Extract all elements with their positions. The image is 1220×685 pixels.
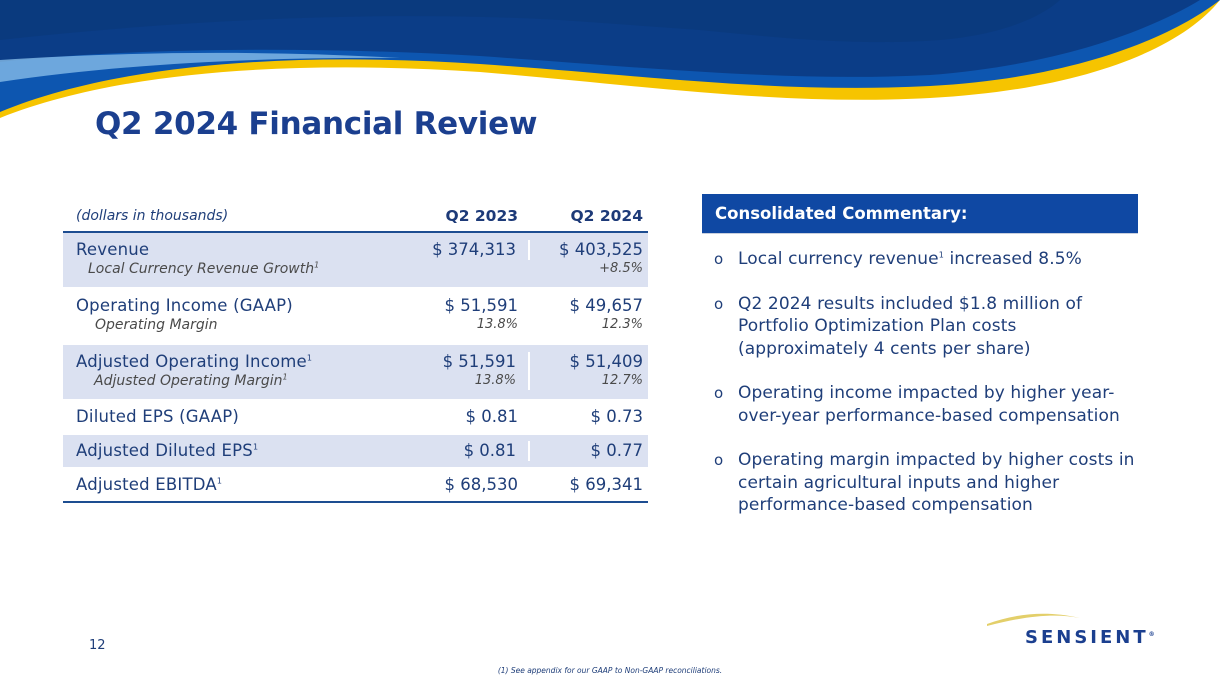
table-row: Adjusted Diluted EPS1 $ 0.81 $ 0.77 <box>63 435 648 469</box>
list-item: o Local currency revenue1 increased 8.5% <box>714 249 1082 269</box>
units-label: (dollars in thousands) <box>76 207 229 224</box>
row-label: Adjusted Operating Income1 <box>76 352 313 371</box>
row-label: Revenue <box>76 240 150 259</box>
percent: 12.7% <box>601 373 643 388</box>
table-row: Operating Income (GAAP) Operating Margin… <box>63 289 648 345</box>
row-label: Adjusted EBITDA1 <box>76 475 223 494</box>
company-logo: SENSIENT® <box>1025 627 1155 648</box>
q2-2024-cell: $ 51,409 12.7% <box>530 352 648 390</box>
bullet-text: Q2 2024 results included $1.8 million of… <box>738 293 1083 359</box>
commentary-panel: Consolidated Commentary: o Local currenc… <box>702 194 1138 539</box>
q2-2024-cell: $ 49,657 12.3% <box>530 296 648 334</box>
value: $ 51,591 <box>442 352 517 371</box>
slide-title: Q2 2024 Financial Review <box>95 106 538 142</box>
list-item: o Q2 2024 results included $1.8 million … <box>702 293 1138 361</box>
value: $ 69,341 <box>569 475 643 494</box>
table-row: Revenue Local Currency Revenue Growth1 $… <box>63 233 648 289</box>
footnote-marker: 1 <box>252 442 259 452</box>
value: $ 0.73 <box>590 407 643 426</box>
footnote-marker: 1 <box>938 250 944 260</box>
sensient-logo-swoosh-icon <box>987 613 1080 626</box>
value: $ 51,591 <box>444 296 519 315</box>
bullet-circle-icon: o <box>714 294 724 313</box>
header-wave-decoration <box>0 0 1220 118</box>
value: $ 374,313 <box>432 240 517 259</box>
table-row: Adjusted EBITDA1 $ 68,530 $ 69,341 <box>63 469 648 503</box>
page-number: 12 <box>89 638 106 653</box>
q2-2023-cell: $ 374,313 <box>398 240 531 260</box>
footnote-marker: 1 <box>282 372 288 382</box>
table-row: Diluted EPS (GAAP) $ 0.81 $ 0.73 <box>63 401 648 435</box>
commentary-heading: Consolidated Commentary: <box>702 194 1138 233</box>
footnote-marker: 1 <box>314 260 320 270</box>
bullet-circle-icon: o <box>714 384 724 402</box>
value: $ 0.81 <box>465 407 519 426</box>
bullet-text: Operating margin impacted by higher cost… <box>738 450 1135 515</box>
table-row: Adjusted Operating Income1 Adjusted Oper… <box>63 345 648 401</box>
percent: 12.3% <box>601 317 643 332</box>
row-label-cell: Adjusted Operating Income1 Adjusted Oper… <box>63 352 398 390</box>
q2-2023-cell: $ 51,591 13.8% <box>398 296 530 334</box>
footnote: (1) See appendix for our GAAP to Non-GAA… <box>497 666 723 675</box>
row-sublabel: Operating Margin <box>95 317 218 333</box>
table-body: Revenue Local Currency Revenue Growth1 $… <box>63 233 648 503</box>
value: $ 0.81 <box>398 441 531 461</box>
col-header-q2-2024: Q2 2024 <box>570 206 644 225</box>
footnote-marker: 1 <box>216 476 223 486</box>
financial-table: (dollars in thousands) Q2 2023 Q2 2024 R… <box>63 200 648 503</box>
value: $ 403,525 <box>559 240 643 259</box>
value: $ 68,530 <box>444 475 519 494</box>
table-header-row: (dollars in thousands) Q2 2023 Q2 2024 <box>63 200 648 233</box>
percent: 13.8% <box>474 373 517 388</box>
row-label: Diluted EPS (GAAP) <box>76 407 240 426</box>
percent: +8.5% <box>599 261 643 276</box>
row-label: Operating Income (GAAP) <box>76 296 293 315</box>
q2-2023-cell: $ 51,591 13.8% <box>398 352 531 390</box>
row-label-cell: Operating Income (GAAP) Operating Margin <box>63 296 398 334</box>
value: $ 49,657 <box>569 296 643 315</box>
footnote-marker: 1 <box>306 353 313 363</box>
value: $ 51,409 <box>569 352 643 371</box>
q2-2024-cell: $ 403,525 +8.5% <box>530 240 648 278</box>
bullet-circle-icon: o <box>714 451 724 469</box>
col-header-q2-2023: Q2 2023 <box>445 206 519 225</box>
commentary-list: o Local currency revenue1 increased 8.5%… <box>702 234 1138 517</box>
divider <box>702 233 1138 234</box>
row-label-cell: Revenue Local Currency Revenue Growth1 <box>63 240 398 278</box>
percent: 13.8% <box>476 317 519 332</box>
bullet-circle-icon: o <box>714 250 724 268</box>
bullet-text: Operating income impacted by higher year… <box>738 383 1120 426</box>
list-item: o Operating margin impacted by higher co… <box>702 449 1138 517</box>
row-sublabel: Local Currency Revenue Growth1 <box>88 260 320 277</box>
row-label: Adjusted Diluted EPS1 <box>76 441 259 460</box>
list-item: o Operating income impacted by higher ye… <box>702 382 1138 427</box>
row-sublabel: Adjusted Operating Margin1 <box>94 372 288 389</box>
value: $ 0.77 <box>590 441 643 460</box>
